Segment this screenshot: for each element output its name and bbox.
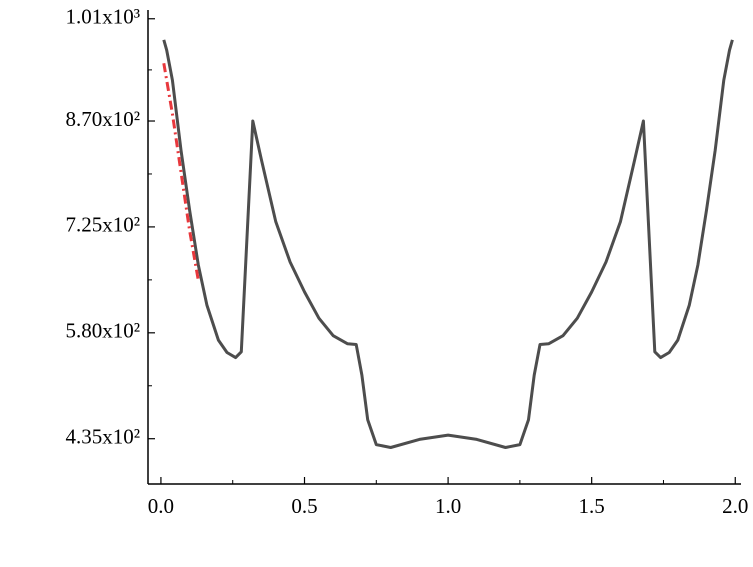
y-tick-label: 7.25x10² xyxy=(65,213,140,237)
y-tick-label: 4.35x10² xyxy=(65,425,140,449)
y-tick-label: 5.80x10² xyxy=(65,319,140,343)
x-tick-label: 0.0 xyxy=(148,494,174,518)
line-series xyxy=(162,63,200,281)
x-tick-label: 1.0 xyxy=(435,494,461,518)
line-series xyxy=(162,39,734,449)
y-tick-label: 1.01x10³ xyxy=(65,5,140,29)
x-tick-label: 1.5 xyxy=(579,494,605,518)
y-tick-label: 8.70x10² xyxy=(65,107,140,131)
x-tick-label: 2.0 xyxy=(722,494,748,518)
x-tick-label: 0.5 xyxy=(291,494,317,518)
